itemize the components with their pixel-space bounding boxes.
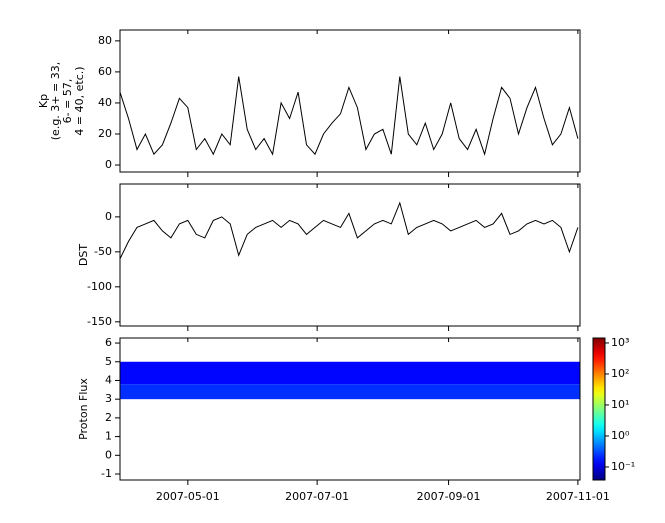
y-tick-label: 2 [105, 411, 112, 424]
y-tick-label: 80 [98, 34, 112, 47]
colorbar-tick-label: 10⁻¹ [611, 460, 635, 473]
y-tick-label: -50 [94, 245, 112, 258]
panel [119, 201, 579, 260]
plot-frame [119, 183, 581, 327]
y-tick-label: 0 [105, 210, 112, 223]
y-tick-label: 6 [105, 336, 112, 349]
y-tick-label: 20 [98, 127, 112, 140]
plot-frame [119, 337, 581, 481]
y-tick-label: 40 [98, 96, 112, 109]
y-tick-label: 0 [105, 448, 112, 461]
heat-cell [120, 361, 580, 385]
y-tick-label: 60 [98, 65, 112, 78]
y-tick-label: 0 [105, 158, 112, 171]
y-tick-label: 5 [105, 355, 112, 368]
y-tick-label: 4 [105, 373, 112, 386]
x-tick-label: 2007-05-01 [156, 490, 220, 503]
y-axis-label: 4 = 40, etc.) [73, 66, 86, 135]
y-tick-label: -1 [101, 467, 112, 480]
colorbar-tick-label: 10⁰ [611, 429, 630, 442]
panel [119, 76, 579, 156]
x-tick-label: 2007-09-01 [417, 490, 481, 503]
y-axis-label: (e.g. 3+ = 33, [49, 62, 62, 140]
y-axis-label: Proton Flux [77, 378, 90, 440]
y-tick-label: 3 [105, 392, 112, 405]
y-tick-label: 1 [105, 430, 112, 443]
y-axis-label: DST [77, 244, 90, 266]
x-tick-label: 2007-11-01 [546, 490, 610, 503]
heat-cell [120, 384, 580, 400]
colorbar-tick-label: 10¹ [611, 398, 629, 411]
y-tick-label: -150 [87, 315, 112, 328]
data-line [119, 76, 579, 156]
y-tick-label: -100 [87, 280, 112, 293]
colorbar [592, 337, 606, 481]
plot-frame [119, 29, 581, 173]
panel [120, 361, 580, 400]
colorbar-tick-label: 10² [611, 367, 629, 380]
data-line [119, 201, 579, 260]
y-axis-label: 6- = 57, [61, 79, 74, 124]
x-tick-label: 2007-07-01 [285, 490, 349, 503]
y-axis-label: Kp [37, 94, 50, 108]
colorbar-tick-label: 10³ [611, 336, 629, 349]
